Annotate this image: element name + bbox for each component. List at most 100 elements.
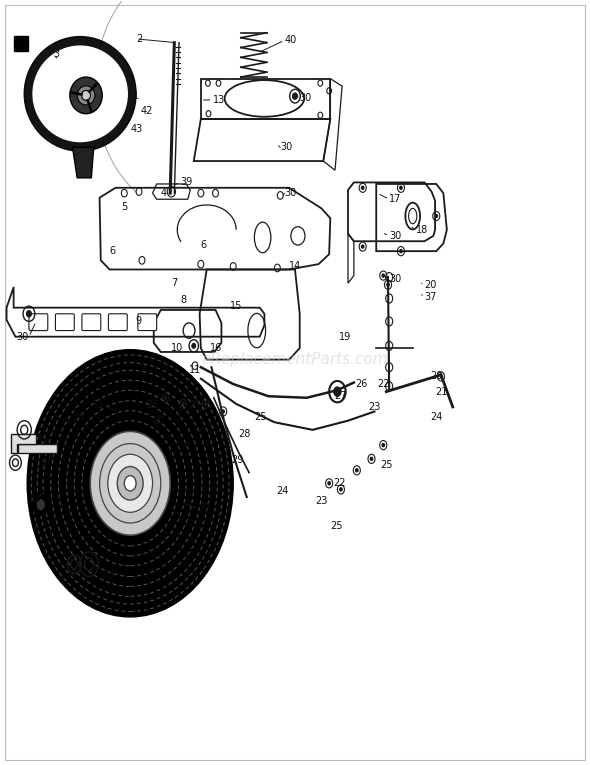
Text: 35: 35 [102,570,114,580]
Text: 10: 10 [171,343,183,353]
Circle shape [293,93,297,99]
Polygon shape [73,148,94,177]
Ellipse shape [70,77,102,114]
FancyBboxPatch shape [138,314,157,330]
Text: 24: 24 [276,486,289,496]
Circle shape [192,343,195,348]
Circle shape [400,186,402,189]
Circle shape [356,469,358,472]
Text: 30: 30 [389,275,401,285]
Circle shape [382,444,385,447]
Circle shape [165,396,167,399]
Polygon shape [11,435,36,453]
Circle shape [222,410,224,413]
Text: 17: 17 [389,194,402,204]
Text: 25: 25 [254,412,266,422]
Text: 13: 13 [212,95,225,105]
FancyBboxPatch shape [82,314,101,330]
Text: 25: 25 [381,460,393,470]
Text: 25: 25 [146,400,159,410]
Circle shape [371,457,373,461]
Ellipse shape [81,90,90,100]
FancyBboxPatch shape [14,36,28,51]
Text: 8: 8 [180,295,186,305]
Text: 6: 6 [109,246,116,256]
Text: 14: 14 [289,262,301,272]
Text: 19: 19 [339,332,352,342]
Text: 41: 41 [127,91,139,101]
Circle shape [334,387,341,396]
Text: 30: 30 [389,231,401,241]
Text: 38: 38 [28,493,41,503]
Text: 25: 25 [188,400,201,410]
Text: 15: 15 [230,301,242,311]
Text: 34: 34 [72,412,84,422]
Circle shape [328,482,330,485]
Text: 39: 39 [180,177,192,187]
Circle shape [204,402,206,405]
Text: 29: 29 [231,455,244,465]
Text: 40: 40 [284,35,297,45]
Text: 37: 37 [424,292,437,302]
Text: 5: 5 [121,202,127,212]
Circle shape [124,476,136,491]
Circle shape [400,249,402,252]
Circle shape [182,402,184,405]
Text: 30: 30 [280,142,293,152]
Circle shape [382,274,385,277]
Text: 32: 32 [198,503,210,513]
Circle shape [362,245,364,248]
Text: 30: 30 [300,93,312,103]
Text: 30: 30 [284,188,297,198]
Text: 25: 25 [330,521,343,531]
Text: 6: 6 [201,240,207,250]
Text: 3: 3 [54,49,60,59]
Text: 18: 18 [416,225,428,235]
Text: 23: 23 [369,402,381,412]
Text: 7: 7 [171,278,177,288]
Text: 31: 31 [154,415,166,425]
Circle shape [90,431,170,536]
Text: 30: 30 [17,332,29,342]
Text: 4: 4 [161,188,167,198]
Text: 16: 16 [209,343,222,353]
Circle shape [36,499,45,511]
Text: 23: 23 [316,496,328,506]
FancyBboxPatch shape [109,314,127,330]
Circle shape [435,214,437,217]
Text: 1: 1 [27,76,33,86]
Text: 42: 42 [141,106,153,116]
Text: 26: 26 [355,379,368,389]
Text: 2: 2 [136,34,142,44]
Text: 27: 27 [335,391,347,402]
Text: 20: 20 [430,371,442,382]
Text: 21: 21 [435,386,447,397]
Circle shape [362,186,364,189]
Text: 28: 28 [238,429,251,439]
Text: 22: 22 [378,379,390,389]
Text: 9: 9 [136,317,142,327]
Circle shape [387,283,389,286]
Text: 19: 19 [35,457,48,467]
Text: eReplacementParts.com: eReplacementParts.com [202,352,388,367]
Text: 20: 20 [424,280,437,290]
Text: 11: 11 [189,364,201,375]
Text: 24: 24 [430,412,442,422]
Circle shape [108,454,153,513]
Polygon shape [18,444,57,453]
Text: 43: 43 [130,124,142,134]
FancyBboxPatch shape [55,314,74,330]
Ellipse shape [33,46,127,142]
FancyBboxPatch shape [29,314,48,330]
Circle shape [27,311,31,317]
Ellipse shape [77,86,95,105]
Text: 22: 22 [333,478,346,488]
Circle shape [27,350,233,617]
Ellipse shape [24,37,136,151]
Text: 36: 36 [65,570,77,580]
Text: 31: 31 [37,435,49,444]
Circle shape [32,494,49,516]
Text: 33: 33 [91,400,104,410]
Circle shape [340,488,342,491]
Circle shape [117,467,143,500]
